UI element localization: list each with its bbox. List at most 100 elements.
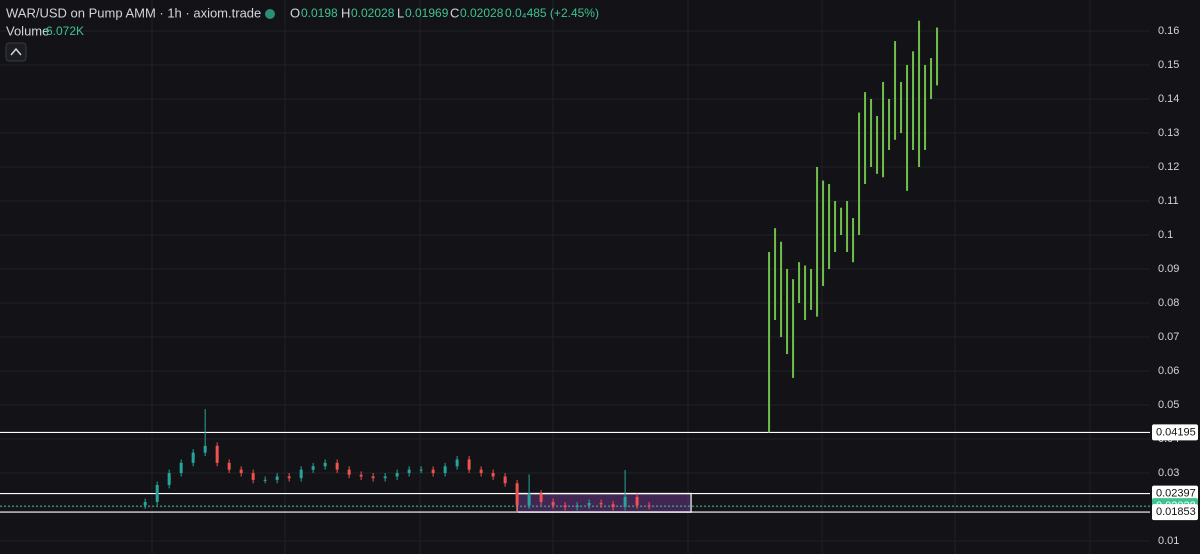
candle-body: [780, 241, 783, 338]
candle-body: [251, 473, 255, 480]
candle-body: [467, 459, 471, 470]
price-label: 0.02397: [1156, 487, 1196, 499]
candle-body: [323, 462, 327, 467]
candle-body: [623, 496, 627, 508]
y-tick-label: 0.01: [1158, 535, 1179, 547]
y-tick-label: 0.16: [1158, 25, 1179, 37]
candle-body: [876, 115, 879, 174]
price-label: 0.01853: [1156, 506, 1196, 518]
candle-body: [287, 476, 291, 479]
candle-body: [275, 476, 279, 480]
y-tick-label: 0.07: [1158, 331, 1179, 343]
candle-body: [407, 469, 411, 474]
ohlc-value: 0.02028: [351, 6, 395, 20]
candle-body: [383, 476, 387, 479]
candle-body: [870, 98, 873, 167]
candle-body: [527, 493, 531, 506]
candle-body: [611, 504, 615, 508]
volume-value: 6.072K: [46, 24, 84, 38]
candles: [143, 20, 939, 513]
ohlc-key: C: [450, 5, 459, 20]
collapse-button[interactable]: [5, 42, 27, 62]
candle-body: [900, 81, 903, 133]
candle-body: [846, 200, 849, 253]
candle-body: [936, 27, 939, 86]
candle-body: [515, 483, 519, 506]
range-box: [516, 492, 692, 513]
candle-body: [395, 473, 399, 477]
candle-body: [215, 445, 219, 463]
ohlc-value: 0.01969: [405, 6, 449, 20]
header: WAR/USD on Pump AMM · 1h · axiom.trade O…: [5, 5, 599, 62]
candle-body: [539, 493, 543, 502]
candle-body: [359, 474, 363, 477]
candle-body: [768, 252, 771, 433]
candle-body: [479, 469, 483, 474]
y-tick-label: 0.12: [1158, 161, 1179, 173]
candle-body: [840, 207, 843, 235]
grid: [0, 30, 1150, 542]
candle-body: [912, 51, 915, 150]
ohlc-key: H: [341, 5, 350, 20]
candle-body: [599, 502, 603, 505]
price-label: 0.04195: [1156, 426, 1196, 438]
candle-body: [774, 228, 777, 321]
y-tick-label: 0.14: [1158, 93, 1179, 105]
ohlc-value: 0.02028: [460, 6, 504, 20]
candle-body: [786, 269, 789, 355]
candle-body: [924, 64, 927, 150]
candle-body: [239, 469, 243, 474]
candle-body: [888, 98, 891, 150]
candle-body: [647, 505, 651, 507]
ohlc-key: O: [290, 5, 300, 20]
y-tick-label: 0.1: [1158, 229, 1173, 241]
ohlc-key: L: [397, 5, 404, 20]
price-label-box: [1152, 504, 1198, 521]
axis-background: [1150, 0, 1200, 554]
candle-body: [167, 473, 171, 485]
candle-body: [816, 166, 819, 317]
candle-body: [551, 501, 555, 506]
candle-body: [864, 92, 867, 184]
chart-title: WAR/USD on Pump AMM · 1h · axiom.trade: [6, 5, 261, 20]
candle-body: [263, 479, 267, 481]
price-label-box: [1152, 485, 1198, 502]
candle-body: [155, 484, 159, 502]
candle-body: [852, 217, 855, 263]
candle-body: [299, 469, 303, 479]
candle-body: [455, 459, 459, 467]
candle-body: [882, 81, 885, 178]
candle-body: [792, 279, 795, 378]
change: 0.0₄485 (+2.45%): [505, 6, 599, 20]
candle-body: [419, 469, 423, 471]
y-tick-label: 0.03: [1158, 467, 1179, 479]
y-tick-label: 0.11: [1158, 195, 1179, 207]
candle-body: [894, 41, 897, 140]
candle-body: [143, 501, 147, 506]
candle-body: [906, 64, 909, 191]
candle-body: [491, 473, 495, 477]
candle-body: [918, 20, 921, 167]
y-axis: 0.010.020.030.040.050.060.070.080.090.10…: [1150, 0, 1200, 554]
y-tick-label: 0.15: [1158, 59, 1179, 71]
price-label-box: [1152, 424, 1198, 441]
candle-body: [503, 476, 507, 484]
candle-body: [810, 269, 813, 310]
candle-body: [828, 183, 831, 270]
candle-body: [563, 505, 567, 508]
candle-body: [203, 445, 207, 453]
candle-body: [335, 462, 339, 470]
candle-body: [371, 476, 375, 479]
price-lines: [0, 431, 1150, 513]
candle-body: [227, 462, 231, 470]
candle-body: [834, 200, 837, 253]
y-tick-label: 0.09: [1158, 263, 1179, 275]
candle-body: [930, 58, 933, 99]
candle-body: [587, 502, 591, 506]
y-tick-label: 0.13: [1158, 127, 1179, 139]
candle-body: [431, 469, 435, 474]
candle-body: [798, 262, 801, 304]
vertical-grid: [151, 0, 1091, 554]
volume-label: Volume: [6, 23, 49, 38]
